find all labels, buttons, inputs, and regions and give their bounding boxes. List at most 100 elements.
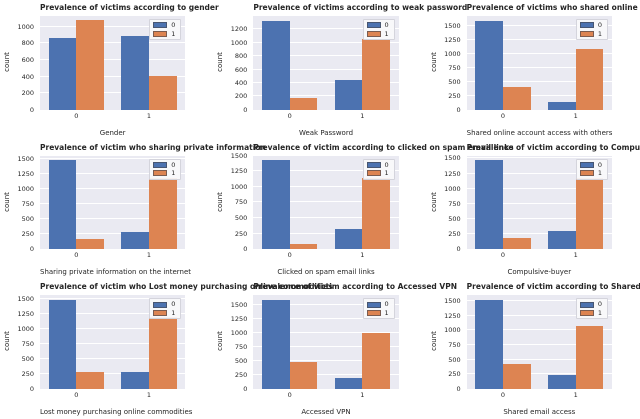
bar-series1-cat0 <box>289 362 318 389</box>
chart-title: Prevalence of victim according to clicke… <box>253 142 514 152</box>
y-tick-label: 0 <box>456 384 461 393</box>
gridline <box>253 185 399 187</box>
legend-entry-1: 1 <box>153 310 175 317</box>
x-axis-label: Compulsive-buyer <box>507 268 572 277</box>
bar-series1-cat0 <box>502 364 531 389</box>
gridline <box>466 38 612 40</box>
y-tick-label: 1500 <box>230 151 248 160</box>
y-tick-label: 0 <box>456 245 461 254</box>
gridline <box>40 42 186 44</box>
subplot-3: Prevalence of victims who shared online … <box>427 0 640 140</box>
bar-series1-cat0 <box>76 238 104 250</box>
x-tick-label: 1 <box>360 111 365 120</box>
subplot-7: Prevalence of victim who Lost money purc… <box>0 279 333 419</box>
bar-series1-cat1 <box>575 326 604 389</box>
gridline <box>466 94 612 96</box>
bar-series1-cat1 <box>148 75 177 110</box>
x-tick-label: 1 <box>573 111 578 120</box>
y-tick-label: 1000 <box>444 184 461 193</box>
y-tick-label: 200 <box>234 92 248 101</box>
legend-label: 1 <box>171 29 176 38</box>
bar-series0-cat0 <box>262 160 290 250</box>
legend-entry-1: 1 <box>366 310 389 317</box>
gridline <box>466 157 612 159</box>
gridline <box>253 201 399 203</box>
gridline <box>253 331 399 333</box>
gridline <box>466 202 612 204</box>
y-tick-label: 0 <box>29 384 34 393</box>
chart-title: Prevalence of victim according to Shared… <box>466 282 640 292</box>
y-tick-label: 1000 <box>230 182 248 191</box>
bar-series0-cat0 <box>475 20 503 110</box>
y-tick-label: 250 <box>21 230 34 239</box>
legend-label: 1 <box>384 169 389 178</box>
y-tick-label: 1250 <box>17 309 34 318</box>
y-tick-label: 500 <box>448 77 461 86</box>
legend-label: 1 <box>384 29 389 38</box>
bar-series0-cat1 <box>334 378 363 389</box>
legend-swatch-icon <box>579 170 594 177</box>
x-tick-label: 0 <box>500 390 506 399</box>
bar-series0-cat0 <box>475 160 503 250</box>
gridline <box>466 80 612 82</box>
legend-swatch-icon <box>366 22 381 29</box>
gridline <box>253 28 399 30</box>
y-tick-label: 250 <box>448 370 461 379</box>
y-tick-label: 250 <box>448 91 461 100</box>
legend-label: 1 <box>597 169 602 178</box>
legend-label: 1 <box>597 29 602 38</box>
gridline <box>40 58 186 60</box>
legend-label: 0 <box>597 21 602 29</box>
legend-entry-0: 0 <box>153 301 175 308</box>
y-tick-label: 1250 <box>444 169 461 178</box>
legend-entry-1: 1 <box>153 170 175 177</box>
y-axis-ticks: 0 200 400 600 800 1000 <box>10 16 37 114</box>
chart-title: Prevalence of victims according to gende… <box>40 3 219 12</box>
y-tick-label: 250 <box>234 370 248 379</box>
legend-entry-0: 0 <box>366 160 389 169</box>
subplot-6: Prevalence of victim according to Compul… <box>427 140 640 280</box>
legend-label: 0 <box>384 160 389 169</box>
gridline <box>466 300 612 302</box>
y-tick-label: 250 <box>21 369 34 378</box>
x-tick-label: 1 <box>573 251 578 260</box>
legend-swatch-icon <box>366 161 381 168</box>
y-tick-label: 750 <box>234 342 248 351</box>
x-tick-label: 1 <box>146 111 152 120</box>
y-tick-label: 0 <box>243 384 248 393</box>
subplot-4: Prevalence of victim who sharing private… <box>0 140 266 280</box>
legend-swatch-icon <box>579 161 594 168</box>
legend-swatch-icon <box>153 30 168 37</box>
y-tick-label: 1000 <box>17 22 34 31</box>
bar-series0-cat0 <box>475 300 503 389</box>
gridline <box>40 297 186 299</box>
legend-swatch-icon <box>366 30 381 37</box>
bar-series0-cat1 <box>548 374 576 389</box>
legend-swatch-icon <box>153 22 168 29</box>
gridline <box>466 233 612 235</box>
x-axis-label: Lost money purchasing online commodities <box>40 407 193 416</box>
y-tick-label: 500 <box>234 356 248 365</box>
chart-title: Prevalence of victim who sharing private… <box>40 142 266 152</box>
bar-series0-cat1 <box>121 35 149 110</box>
bar-series1-cat1 <box>148 178 177 250</box>
x-tick-label: 1 <box>146 251 152 260</box>
x-axis-label: Accessed VPN <box>301 407 351 416</box>
legend-swatch-icon <box>153 301 168 308</box>
y-tick-label: 400 <box>234 78 248 87</box>
legend-swatch-icon <box>153 310 168 317</box>
y-tick-label: 0 <box>29 245 34 254</box>
gridline <box>466 358 612 360</box>
y-tick-label: 1250 <box>444 35 461 44</box>
